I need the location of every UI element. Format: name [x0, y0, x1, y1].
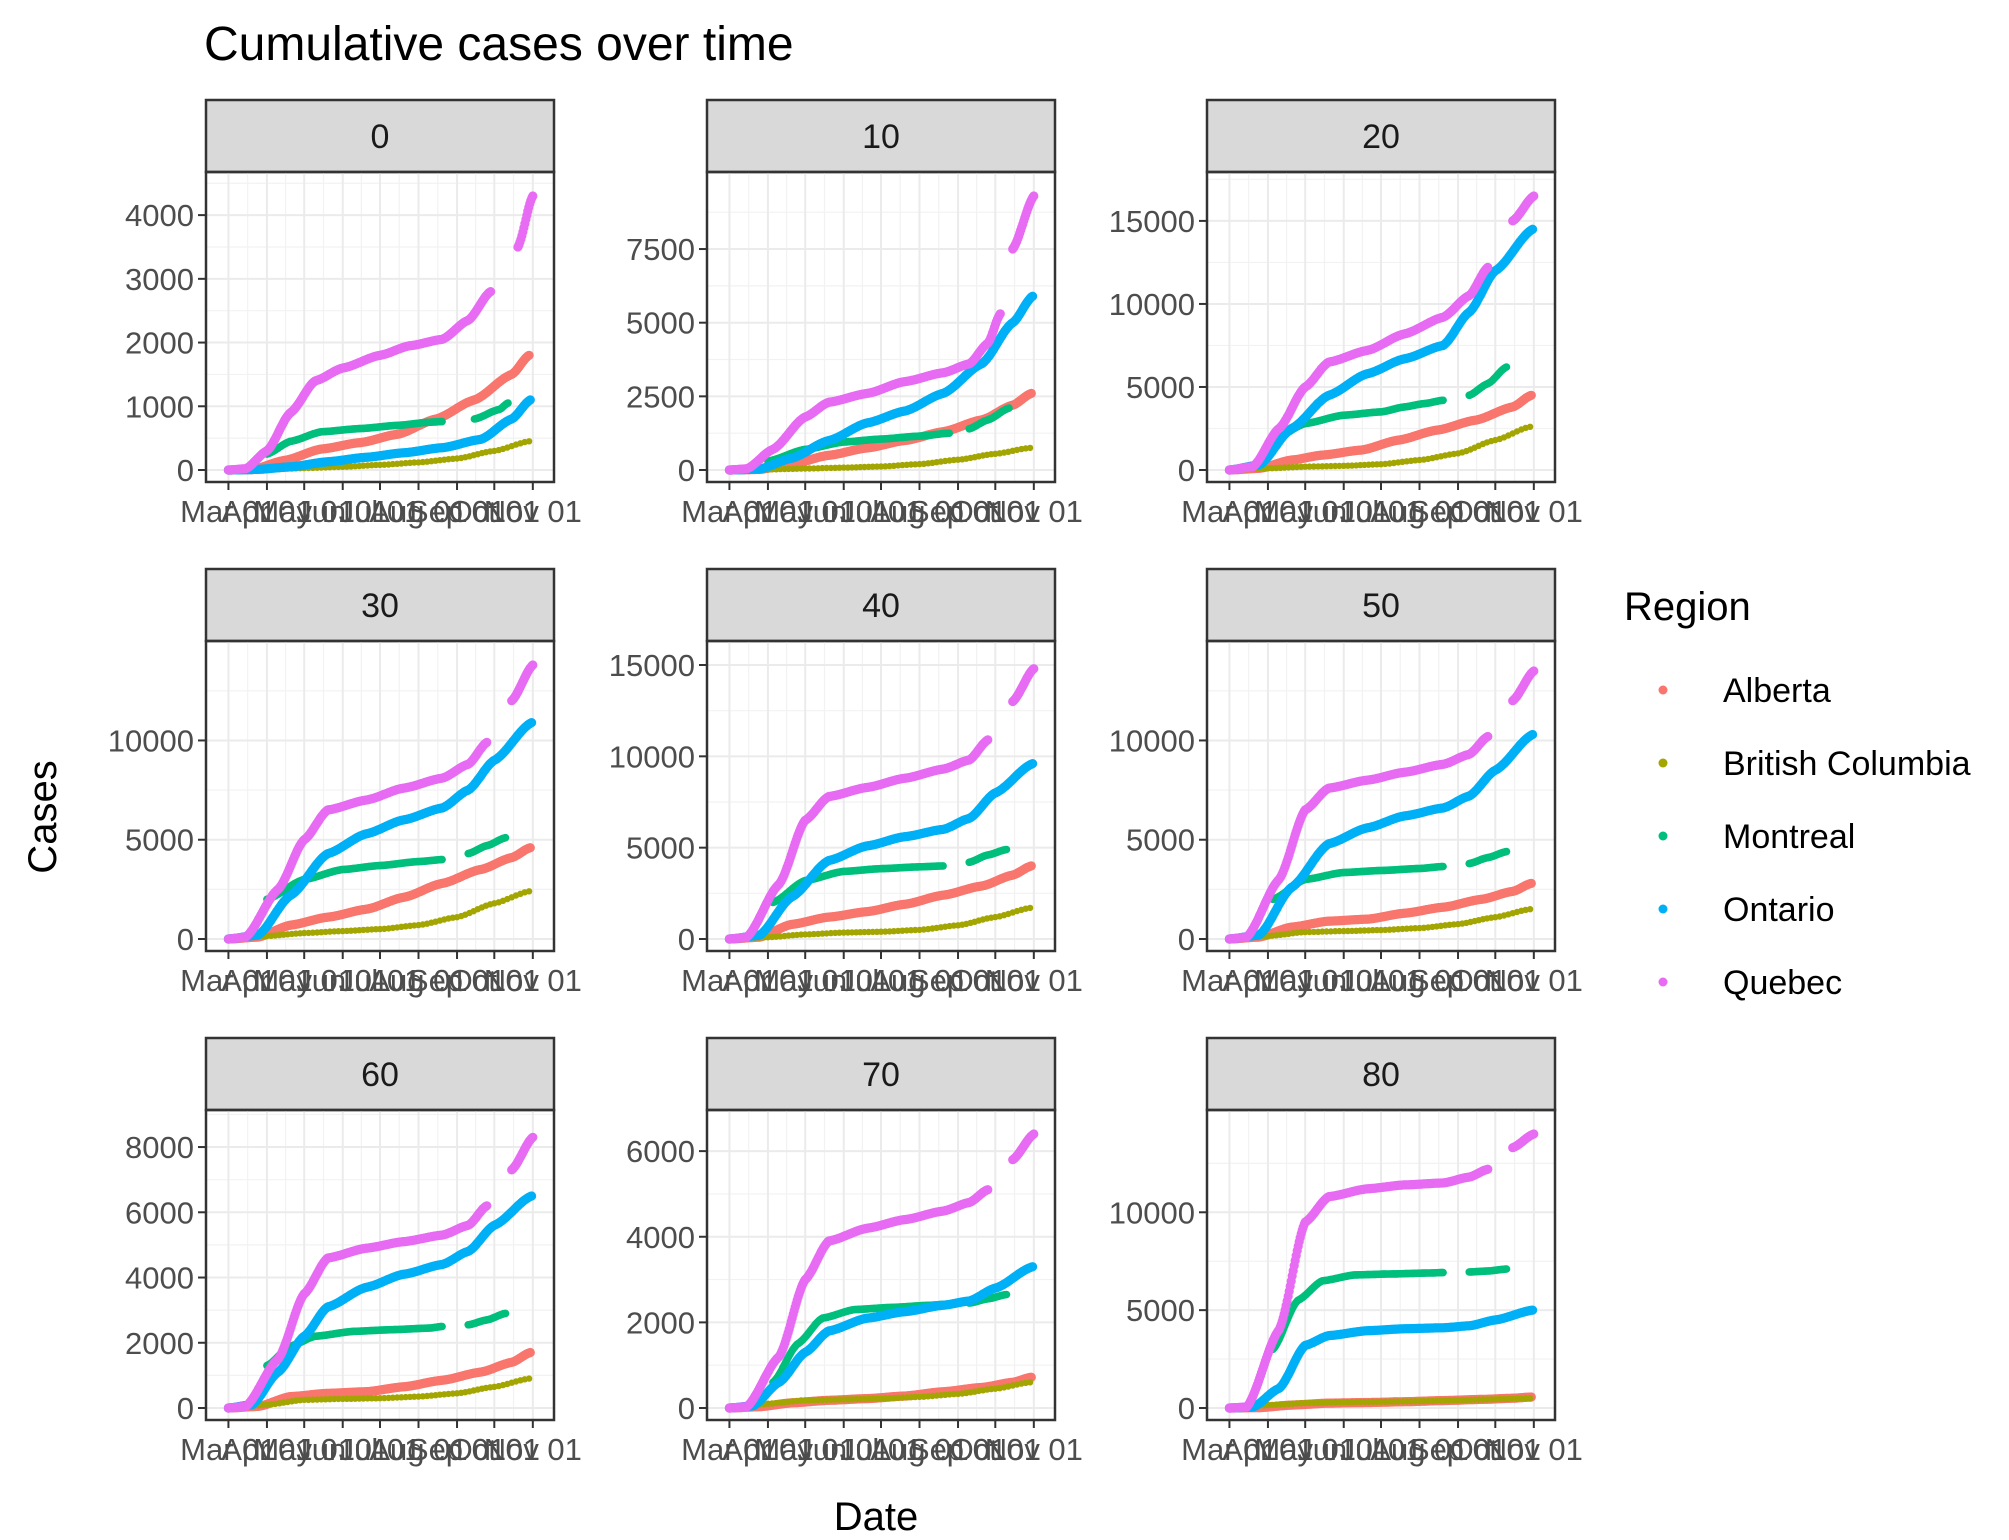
facet-label: 20 [1362, 118, 1400, 156]
data-point [528, 660, 538, 670]
series-montreal [263, 399, 512, 458]
series-alberta [223, 350, 534, 475]
y-tick-label: 0 [1178, 453, 1195, 488]
data-point [1529, 191, 1539, 201]
y-tick-label: 0 [678, 453, 695, 488]
y-tick-label: 5000 [626, 306, 695, 341]
data-point [486, 287, 496, 297]
y-tick-label: 5000 [1126, 370, 1195, 405]
data-point [1028, 291, 1038, 301]
major-gridlines [206, 172, 554, 482]
y-tick-label: 5000 [125, 823, 194, 858]
y-tick-label: 10000 [1109, 287, 1195, 322]
data-point [525, 843, 535, 853]
facet-label: 10 [862, 118, 900, 156]
data-point [1029, 191, 1039, 201]
y-tick-label: 1000 [125, 389, 194, 424]
data-point [482, 737, 492, 748]
data-point [1439, 396, 1447, 405]
data-point [1526, 423, 1534, 430]
y-tick-label: 7500 [626, 232, 695, 267]
facet-strip [204, 98, 556, 174]
y-tick-label: 2000 [125, 326, 194, 361]
data-point [438, 855, 446, 864]
y-tick-label: 2500 [626, 379, 695, 414]
y-tick-label: 0 [177, 922, 194, 957]
y-tick-label: 3000 [125, 262, 194, 297]
y-tick-label: 4000 [125, 198, 194, 233]
data-point [438, 417, 446, 426]
data-point [524, 350, 534, 360]
x-tick-label: Nov 01 [484, 494, 582, 529]
series-ontario [223, 395, 535, 475]
data-point [1502, 363, 1511, 371]
data-point [1528, 224, 1538, 234]
data-point [1526, 390, 1536, 400]
data-point [1483, 262, 1493, 272]
data-point [525, 888, 533, 895]
y-tick-label: 15000 [1109, 204, 1195, 239]
data-point [501, 833, 510, 842]
x-tick-label: Nov 01 [985, 494, 1083, 529]
data-point [1026, 388, 1036, 398]
data-point [528, 191, 538, 201]
data-point [1005, 404, 1013, 412]
data-point [527, 718, 537, 728]
data-point [504, 399, 512, 407]
facet-label: 30 [361, 587, 399, 625]
data-point [525, 438, 533, 445]
y-tick-label: 0 [177, 453, 194, 488]
chart-title: Cumulative cases over time [204, 18, 794, 71]
facet-label: 0 [371, 118, 390, 156]
x-tick-label: Nov 01 [1485, 494, 1583, 529]
data-point [1026, 444, 1034, 452]
data-point [525, 395, 535, 405]
data-point [945, 429, 954, 438]
data-point [995, 309, 1005, 319]
